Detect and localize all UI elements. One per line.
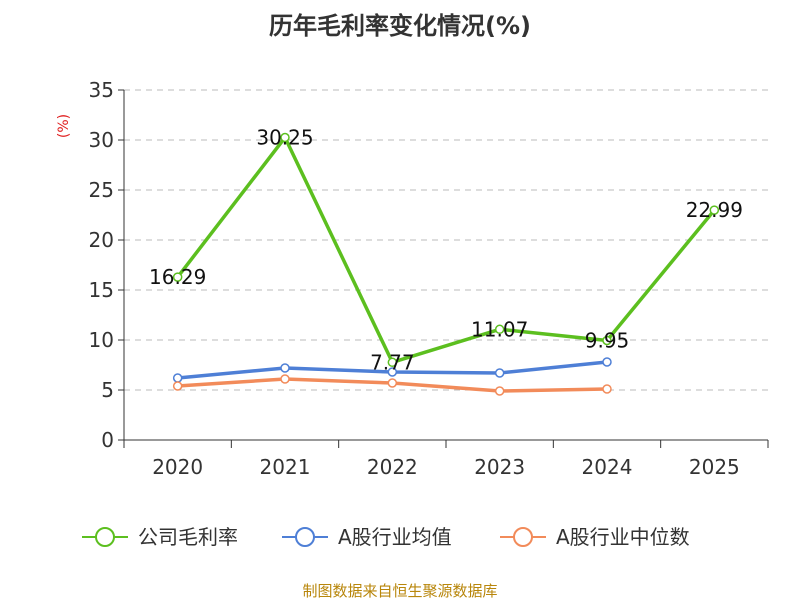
data-point [387,367,398,377]
data-point [709,205,720,215]
grid-lines [124,89,768,391]
y-tick-label: 25 [89,178,114,202]
y-tick-labels: 0 5 10 15 20 25 30 35 [89,78,114,452]
data-label: 16.29 [149,265,206,289]
data-point [387,378,398,388]
legend-swatch-marker [295,527,315,547]
data-point [602,384,612,394]
axes [118,89,769,448]
y-tick-label: 5 [101,378,114,402]
data-label: 30.25 [256,126,313,150]
legend-swatch-marker [513,527,533,547]
x-tick-label: 2023 [474,455,525,479]
y-tick-label: 0 [101,428,114,452]
x-tick-label: 2025 [689,455,740,479]
legend-item[interactable]: 公司毛利率 [82,525,238,549]
x-tick-labels: 2020 2021 2022 2023 2024 2025 [152,455,740,479]
y-axis-unit: (%) [56,114,72,138]
data-label: 22.99 [686,198,743,222]
y-tick-label: 30 [89,128,114,152]
series-line-0 [176,135,716,365]
data-label: 11.07 [471,317,528,341]
x-tick-label: 2021 [260,455,311,479]
data-point [172,373,183,383]
legend[interactable]: 公司毛利率 A股行业均值 A股行业中位数 [82,525,690,549]
y-tick-label: 35 [89,78,114,102]
legend-item[interactable]: A股行业中位数 [500,525,690,549]
data-point [494,386,505,396]
data-point [172,381,183,391]
data-point [280,363,290,373]
data-point [387,357,398,368]
data-point [172,272,183,282]
legend-label: A股行业均值 [338,525,452,549]
legend-swatch-marker [95,527,115,547]
y-tick-label: 15 [89,278,114,302]
y-tick-label: 20 [89,228,114,252]
data-label: 9.95 [585,329,630,353]
x-tick-label: 2022 [367,455,418,479]
y-tick-label: 10 [89,328,114,352]
data-point [602,357,612,367]
data-point [494,324,505,335]
legend-label: A股行业中位数 [556,525,690,549]
source-note: 制图数据来自恒生聚源数据库 [302,582,497,600]
data-point [280,374,290,384]
legend-label: 公司毛利率 [138,525,238,549]
series-layer: 16.29 30.25 7.77 11.07 9.95 22.99 [149,126,743,396]
data-label: 7.77 [370,350,415,374]
data-point [602,335,612,346]
x-tick-label: 2024 [582,455,633,479]
legend-item[interactable]: A股行业均值 [282,525,452,549]
data-point [280,132,290,143]
x-tick-label: 2020 [152,455,203,479]
data-point [494,368,505,378]
chart-title: 历年毛利率变化情况(%) [269,12,531,40]
